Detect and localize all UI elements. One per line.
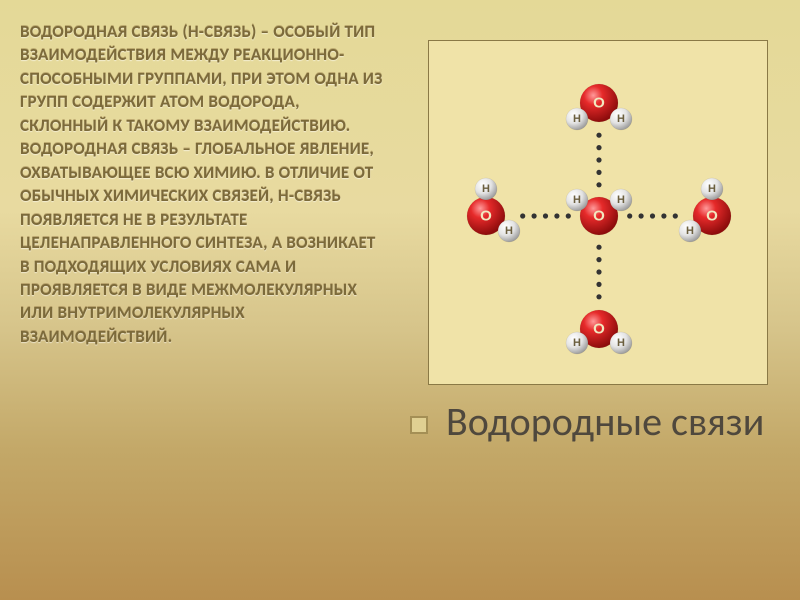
svg-text:H: H <box>573 337 581 349</box>
svg-text:H: H <box>617 113 625 125</box>
hbond-dot <box>596 257 601 262</box>
svg-text:H: H <box>686 225 694 237</box>
hydrogen-atom: H <box>610 189 632 211</box>
text-column: ВОДОРОДНАЯ СВЯЗЬ (H-СВЯЗЬ) – ОСОБЫЙ ТИП … <box>0 0 400 600</box>
hydrogen-atom: H <box>679 220 701 242</box>
hbond-dot <box>596 182 601 187</box>
hbond-dot <box>543 213 548 218</box>
hydrogen-atom: H <box>498 220 520 242</box>
caption-area: Водородные связи <box>410 400 770 444</box>
svg-text:O: O <box>480 208 492 225</box>
bullet-icon <box>410 416 428 434</box>
svg-text:O: O <box>706 208 718 225</box>
hydrogen-atom: H <box>566 108 588 130</box>
definition-paragraph: ВОДОРОДНАЯ СВЯЗЬ (H-СВЯЗЬ) – ОСОБЫЙ ТИП … <box>20 20 388 348</box>
hydrogen-atom: H <box>610 108 632 130</box>
hbond-dot <box>596 157 601 162</box>
hbond-dot <box>596 294 601 299</box>
hydrogen-atom: H <box>566 189 588 211</box>
hbond-dot <box>566 213 571 218</box>
figure-column: OHHOHHOHHOHHOHH Водородные связи <box>400 0 800 600</box>
hbond-dot <box>596 133 601 138</box>
svg-text:H: H <box>617 337 625 349</box>
svg-text:O: O <box>593 95 605 112</box>
hbond-dot <box>627 213 632 218</box>
hydrogen-atom: H <box>610 332 632 354</box>
slide-root: ВОДОРОДНАЯ СВЯЗЬ (H-СВЯЗЬ) – ОСОБЫЙ ТИП … <box>0 0 800 600</box>
svg-text:H: H <box>708 183 716 195</box>
hydrogen-atom: H <box>566 332 588 354</box>
hbond-dot <box>661 213 666 218</box>
svg-text:H: H <box>505 225 513 237</box>
hbond-dot <box>554 213 559 218</box>
hydrogen-bond-diagram: OHHOHHOHHOHHOHH <box>428 40 768 385</box>
hbond-dot <box>596 269 601 274</box>
svg-text:O: O <box>593 321 605 338</box>
hbond-dot <box>673 213 678 218</box>
hbond-dot <box>596 170 601 175</box>
svg-text:H: H <box>573 194 581 206</box>
caption-text: Водородные связи <box>446 400 764 444</box>
svg-text:H: H <box>573 113 581 125</box>
svg-text:H: H <box>482 183 490 195</box>
hydrogen-atom: H <box>701 178 723 200</box>
hydrogen-atom: H <box>475 178 497 200</box>
svg-text:O: O <box>593 208 605 225</box>
hbond-dot <box>596 145 601 150</box>
hbond-dot <box>639 213 644 218</box>
molecule-svg: OHHOHHOHHOHHOHH <box>429 41 767 384</box>
hbond-dot <box>596 282 601 287</box>
svg-text:H: H <box>617 194 625 206</box>
hbond-dot <box>596 245 601 250</box>
caption-bullet-item: Водородные связи <box>410 400 770 444</box>
hbond-dot <box>532 213 537 218</box>
hbond-dot <box>520 213 525 218</box>
hbond-dot <box>650 213 655 218</box>
